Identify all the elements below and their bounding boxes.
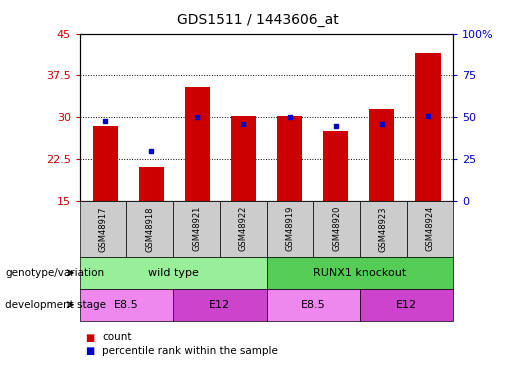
Bar [139, 167, 164, 201]
Text: E8.5: E8.5 [301, 300, 325, 310]
Text: count: count [102, 333, 131, 342]
Bar [415, 53, 440, 201]
Text: development stage: development stage [5, 300, 106, 310]
Text: wild type: wild type [148, 268, 199, 278]
Text: ■: ■ [85, 346, 94, 356]
Text: GSM48917: GSM48917 [99, 206, 108, 252]
Text: percentile rank within the sample: percentile rank within the sample [102, 346, 278, 356]
Text: ■: ■ [85, 333, 94, 342]
Text: GSM48924: GSM48924 [425, 206, 434, 251]
Text: E12: E12 [209, 300, 230, 310]
Bar [185, 87, 210, 201]
Bar [231, 116, 256, 201]
Text: genotype/variation: genotype/variation [5, 268, 104, 278]
Text: RUNX1 knockout: RUNX1 knockout [313, 268, 406, 278]
Text: GSM48920: GSM48920 [332, 206, 341, 251]
Text: GDS1511 / 1443606_at: GDS1511 / 1443606_at [177, 13, 338, 27]
Text: GSM48919: GSM48919 [285, 206, 295, 251]
Text: GSM48923: GSM48923 [379, 206, 388, 252]
Text: E8.5: E8.5 [114, 300, 139, 310]
Text: GSM48921: GSM48921 [192, 206, 201, 251]
Bar [277, 116, 302, 201]
Bar [369, 109, 394, 201]
Bar [323, 131, 348, 201]
Text: E12: E12 [396, 300, 417, 310]
Text: GSM48922: GSM48922 [238, 206, 248, 251]
Bar [93, 126, 118, 201]
Text: GSM48918: GSM48918 [145, 206, 154, 252]
